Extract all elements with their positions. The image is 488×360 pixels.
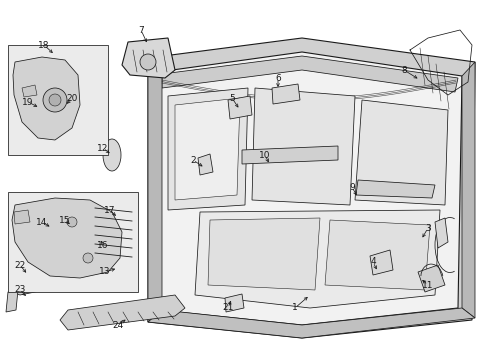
Ellipse shape (103, 139, 121, 171)
Text: 8: 8 (400, 66, 406, 75)
Polygon shape (355, 180, 434, 198)
Text: 19: 19 (22, 98, 34, 107)
Text: 3: 3 (424, 224, 430, 233)
Text: 24: 24 (112, 320, 123, 329)
Text: 5: 5 (229, 94, 234, 103)
Polygon shape (224, 294, 244, 312)
Polygon shape (148, 38, 474, 338)
Polygon shape (122, 38, 175, 78)
Polygon shape (271, 84, 299, 104)
Polygon shape (14, 210, 30, 224)
Polygon shape (251, 88, 354, 205)
Text: 7: 7 (138, 26, 143, 35)
Text: 23: 23 (14, 285, 26, 294)
Text: 13: 13 (99, 267, 110, 276)
Bar (91, 272, 105, 280)
Text: 4: 4 (369, 257, 375, 266)
Circle shape (83, 253, 93, 263)
Text: 2: 2 (190, 156, 195, 165)
Polygon shape (461, 62, 474, 318)
Polygon shape (162, 56, 457, 92)
Circle shape (140, 54, 156, 70)
Polygon shape (417, 265, 444, 292)
Text: 20: 20 (66, 94, 78, 103)
Bar (8, 45, 108, 155)
Text: 16: 16 (97, 240, 108, 249)
Text: 22: 22 (14, 261, 25, 270)
Text: 9: 9 (348, 183, 354, 192)
Bar (8, 192, 138, 292)
Text: 10: 10 (259, 150, 270, 159)
Polygon shape (175, 98, 240, 200)
Text: 17: 17 (104, 206, 116, 215)
Text: 18: 18 (38, 41, 50, 50)
Polygon shape (13, 57, 80, 140)
Polygon shape (158, 52, 461, 325)
Polygon shape (369, 250, 392, 275)
Polygon shape (168, 88, 247, 210)
Text: 14: 14 (36, 217, 48, 226)
Text: 21: 21 (222, 303, 233, 312)
Polygon shape (198, 154, 213, 175)
Bar (69, 274, 83, 282)
Polygon shape (354, 100, 447, 205)
Bar (47, 276, 61, 284)
Polygon shape (148, 308, 474, 338)
Polygon shape (242, 146, 337, 164)
Polygon shape (6, 290, 18, 312)
Polygon shape (325, 220, 429, 290)
Polygon shape (148, 58, 162, 322)
Bar (113, 270, 127, 278)
Polygon shape (207, 218, 319, 290)
Polygon shape (22, 85, 37, 97)
Text: 6: 6 (275, 73, 280, 82)
Polygon shape (195, 210, 439, 308)
Circle shape (49, 94, 61, 106)
Polygon shape (12, 198, 122, 278)
Text: 11: 11 (421, 280, 433, 289)
Text: 1: 1 (291, 303, 297, 312)
Polygon shape (12, 262, 135, 295)
Circle shape (43, 88, 67, 112)
Bar (25, 278, 39, 286)
Polygon shape (227, 96, 251, 119)
Circle shape (67, 217, 77, 227)
Text: 12: 12 (97, 144, 108, 153)
Polygon shape (434, 218, 447, 248)
Text: 15: 15 (59, 216, 71, 225)
Polygon shape (60, 295, 184, 330)
